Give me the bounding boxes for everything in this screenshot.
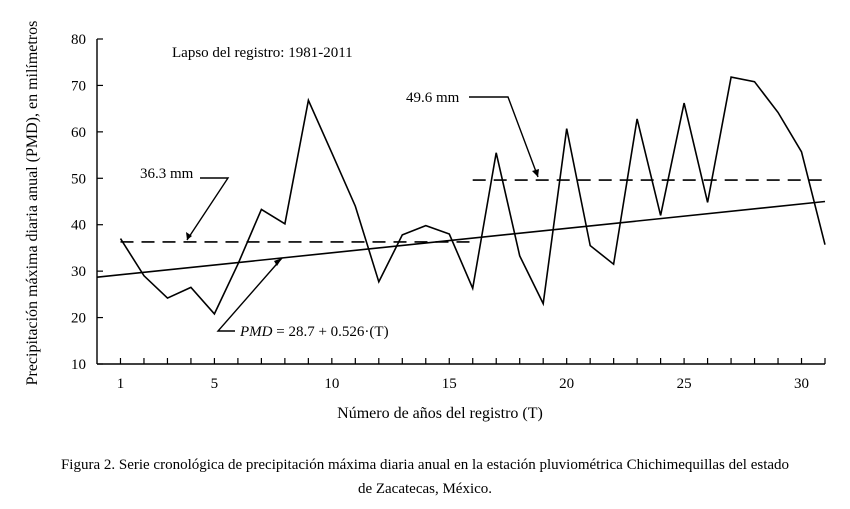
y-tick-label: 60 [71,125,86,141]
y-tick-label: 70 [71,78,86,94]
arrowhead-equation [274,258,282,266]
trend-equation-label: PMD = 28.7 + 0.526·(T) [239,324,389,340]
y-tick-label: 80 [71,32,86,48]
y-axis-title: Precipitación máxima diaria anual (PMD),… [24,21,41,386]
y-ticks: 10 20 30 40 50 60 70 80 [71,32,103,373]
first-mean-label: 36.3 mm [140,166,194,182]
x-tick-label: 5 [211,376,219,392]
x-ticks: 1 5 10 15 20 25 30 [117,358,826,392]
leader-period-first-mean [186,177,230,241]
y-tick-label: 40 [71,218,86,234]
x-tick-label: 25 [677,376,692,392]
figure-caption-line-1: Figura 2. Serie cronológica de precipita… [60,457,790,473]
y-tick-label: 50 [71,171,86,187]
trend-equation-rest: = 28.7 + 0.526·(T) [273,324,389,340]
x-tick-label: 1 [117,376,125,392]
period-annotation: Lapso del registro: 1981-2011 [172,45,353,61]
x-tick-label: 10 [324,376,339,392]
trend-equation-variable: PMD [239,324,273,340]
y-tick-label: 20 [71,311,86,327]
second-mean-label: 49.6 mm [406,90,460,106]
pmd-series-line [119,76,826,316]
arrowhead-first-mean [186,232,192,240]
figure-caption: Figura 2. Serie cronológica de precipita… [0,453,850,501]
leader-second-mean [469,96,539,178]
leader-equation [216,257,283,332]
x-axis-title: Número de años del registro (T) [337,405,543,422]
plot-area [96,76,826,316]
arrowhead-second-mean [532,169,539,177]
x-tick-label: 15 [442,376,457,392]
y-tick-label: 10 [71,357,86,373]
trend-line [96,200,826,278]
figure-caption-line-2: de Zacatecas, México. [357,481,493,497]
x-tick-label: 20 [559,376,574,392]
y-tick-label: 30 [71,264,86,280]
x-tick-label: 30 [794,376,809,392]
